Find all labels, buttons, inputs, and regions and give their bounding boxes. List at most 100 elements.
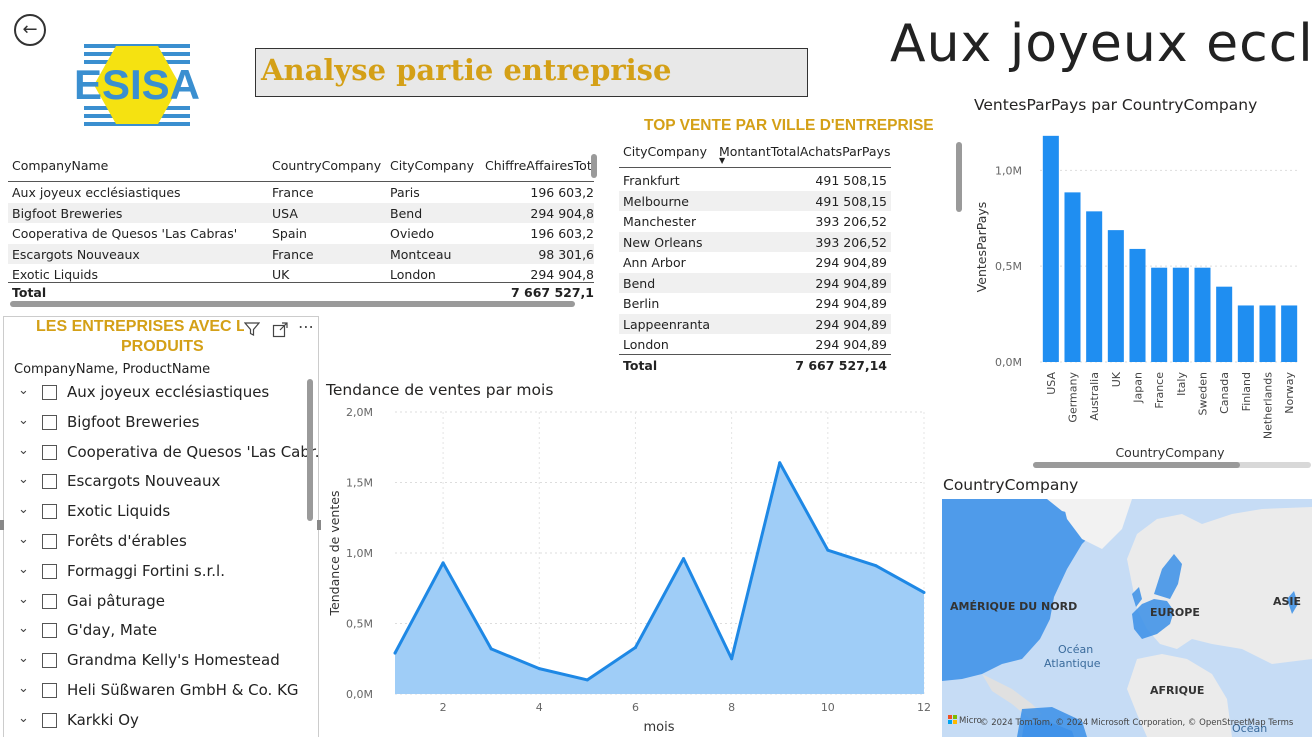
slicer-item[interactable]: ⌄ Forêts d'érables xyxy=(18,529,318,559)
checkbox[interactable] xyxy=(42,385,57,400)
data-point[interactable] xyxy=(874,564,878,568)
slicer-item[interactable]: ⌄ Karkki Oy xyxy=(18,708,318,737)
table-row[interactable]: Lappeenranta 294 904,89 xyxy=(619,313,891,334)
checkbox[interactable] xyxy=(42,563,57,579)
chevron-down-icon[interactable]: ⌄ xyxy=(18,502,29,518)
data-point[interactable] xyxy=(730,657,734,661)
sort-down-icon[interactable]: ▼ xyxy=(719,156,726,165)
company-table[interactable]: CompanyName CountryCompany CityCompany C… xyxy=(8,150,594,306)
chevron-down-icon[interactable]: ⌄ xyxy=(18,472,29,488)
table-row[interactable]: London 294 904,89 xyxy=(619,334,891,355)
checkbox[interactable] xyxy=(42,623,57,639)
col-header-citycompany[interactable]: CityCompany xyxy=(390,158,474,173)
col-header-chiffreaffaires[interactable]: ChiffreAffairesTot xyxy=(485,158,592,173)
city-table[interactable]: CityCompany MontantTotalAchatsParPays ▼ … xyxy=(619,140,891,376)
slicer-resize-handle[interactable] xyxy=(317,520,321,530)
chevron-down-icon[interactable]: ⌄ xyxy=(18,561,29,577)
checkbox[interactable] xyxy=(42,593,57,609)
data-point[interactable] xyxy=(778,461,782,465)
checkbox[interactable] xyxy=(42,474,57,490)
slicer-vscroll[interactable] xyxy=(307,379,313,521)
bar[interactable] xyxy=(1107,230,1124,362)
slicer-item[interactable]: ⌄ Exotic Liquids xyxy=(18,499,318,529)
checkbox[interactable] xyxy=(42,653,57,669)
table-row[interactable]: New Orleans 393 206,52 xyxy=(619,231,891,252)
col-header-countrycompany[interactable]: CountryCompany xyxy=(272,158,382,173)
bar[interactable] xyxy=(1064,192,1081,362)
table-row[interactable]: Escargots Nouveaux France Montceau 98 301,6 xyxy=(8,243,594,264)
area-chart[interactable]: 0,0M 0,5M 1,0M 1,5M 2,0M 2 4 6 8 10 12 Tendance de … xyxy=(325,402,935,737)
data-point[interactable] xyxy=(441,561,445,565)
chevron-down-icon[interactable]: ⌄ xyxy=(18,681,29,696)
more-options-icon[interactable]: ⋯ xyxy=(298,317,314,336)
chevron-down-icon[interactable]: ⌄ xyxy=(18,621,29,637)
table-row[interactable]: Exotic Liquids UK London 294 904,8 xyxy=(8,264,594,282)
slicer-item[interactable]: ⌄ Bigfoot Breweries xyxy=(18,410,318,440)
company-table-hscroll[interactable] xyxy=(10,301,575,307)
slicer-resize-handle[interactable] xyxy=(0,520,4,530)
checkbox[interactable] xyxy=(42,504,57,520)
table-row[interactable]: Melbourne 491 508,15 xyxy=(619,190,891,211)
table-row[interactable]: Cooperativa de Quesos 'Las Cabras' Spain O… xyxy=(8,223,594,244)
company-table-vscroll[interactable] xyxy=(591,154,597,178)
checkbox[interactable] xyxy=(42,712,57,728)
table-row[interactable]: Berlin 294 904,89 xyxy=(619,293,891,314)
filter-icon[interactable] xyxy=(244,321,260,337)
data-point[interactable] xyxy=(682,557,686,561)
slicer-item[interactable]: ⌄ Heli Süßwaren GmbH & Co. KG xyxy=(18,678,318,708)
bar[interactable] xyxy=(1194,267,1211,362)
chevron-down-icon[interactable]: ⌄ xyxy=(18,412,29,428)
col-header-companyname[interactable]: CompanyName xyxy=(12,158,109,173)
bar[interactable] xyxy=(1172,267,1189,362)
chevron-down-icon[interactable]: ⌄ xyxy=(18,591,29,607)
table-row[interactable]: Frankfurt 491 508,15 xyxy=(619,170,891,191)
table-row[interactable]: Bigfoot Breweries USA Bend 294 904,8 xyxy=(8,202,594,223)
focus-mode-icon[interactable] xyxy=(272,322,288,338)
bar[interactable] xyxy=(1086,211,1103,362)
bar[interactable] xyxy=(1151,267,1168,362)
checkbox[interactable] xyxy=(42,683,57,698)
map-attribution[interactable]: © 2024 TomTom, © 2024 Microsoft Corporat… xyxy=(980,718,1294,728)
table-row[interactable]: Bend 294 904,89 xyxy=(619,272,891,293)
slicer-item[interactable]: ⌄ Aux joyeux ecclésiastiques xyxy=(18,380,318,410)
slicer-item[interactable]: ⌄ Gai pâturage xyxy=(18,589,318,619)
slicer-item[interactable]: ⌄ Escargots Nouveaux xyxy=(18,469,318,499)
bar-chart-hscroll-thumb[interactable] xyxy=(1033,462,1240,468)
data-point[interactable] xyxy=(826,548,830,552)
table-cell: Manchester xyxy=(623,214,697,229)
series-line[interactable] xyxy=(393,461,925,682)
col-header-montanttotal[interactable]: MontantTotalAchatsParPays xyxy=(719,144,891,159)
chevron-down-icon[interactable]: ⌄ xyxy=(18,532,29,547)
table-row[interactable]: Aux joyeux ecclésiastiques France Paris 196… xyxy=(8,182,594,203)
bar[interactable] xyxy=(1042,135,1059,362)
bar[interactable] xyxy=(1281,305,1298,362)
slicer-item[interactable]: ⌄ Formaggi Fortini s.r.l. xyxy=(18,559,318,589)
data-point[interactable] xyxy=(393,651,397,655)
back-button[interactable]: ← xyxy=(14,14,46,46)
checkbox[interactable] xyxy=(42,414,57,430)
chevron-down-icon[interactable]: ⌄ xyxy=(18,651,29,667)
chevron-down-icon[interactable]: ⌄ xyxy=(18,442,29,458)
bar[interactable] xyxy=(1259,305,1276,362)
chevron-down-icon[interactable]: ⌄ xyxy=(18,710,29,726)
bar[interactable] xyxy=(1216,286,1233,362)
data-point[interactable] xyxy=(633,645,637,649)
table-row[interactable]: Ann Arbor 294 904,89 xyxy=(619,252,891,273)
slicer-item[interactable]: ⌄ Cooperativa de Quesos 'Las Cabr... xyxy=(18,440,318,470)
checkbox[interactable] xyxy=(42,444,57,460)
data-point[interactable] xyxy=(489,647,493,651)
data-point[interactable] xyxy=(585,678,589,682)
chevron-down-icon[interactable]: ⌄ xyxy=(18,383,29,398)
map-visual[interactable]: AMÉRIQUE DU NORD EUROPE ASIE Océan Atlan… xyxy=(942,499,1312,737)
data-point[interactable] xyxy=(922,590,926,594)
data-point[interactable] xyxy=(537,667,541,671)
bar[interactable] xyxy=(1237,305,1254,362)
table-row[interactable]: Manchester 393 206,52 xyxy=(619,211,891,232)
slicer-item[interactable]: ⌄ G'day, Mate xyxy=(18,618,318,648)
col-header-citycompany[interactable]: CityCompany xyxy=(623,144,707,159)
checkbox[interactable] xyxy=(42,534,57,549)
page-vscroll[interactable] xyxy=(956,142,962,212)
bar-chart[interactable]: 0,0M 0,5M 1,0M USA Germany Australia UK Japan Fr… xyxy=(970,118,1310,473)
bar[interactable] xyxy=(1129,248,1146,362)
slicer-item[interactable]: ⌄ Grandma Kelly's Homestead xyxy=(18,648,318,678)
